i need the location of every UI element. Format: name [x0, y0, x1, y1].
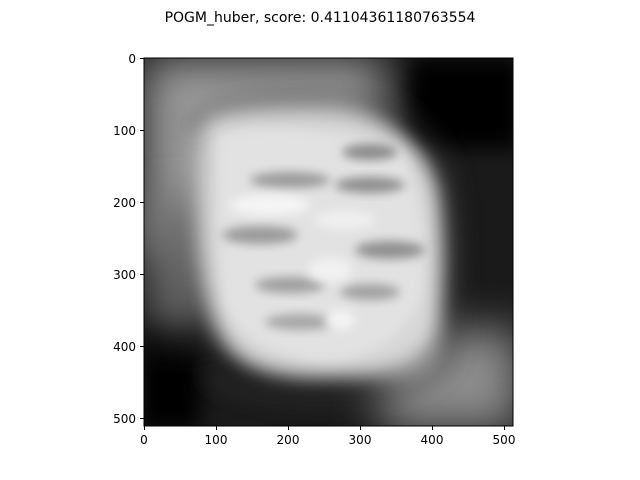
- y-tick-label: 300: [113, 268, 136, 282]
- y-tick-label: 100: [113, 124, 136, 138]
- y-tick-label: 400: [113, 340, 136, 354]
- x-tick-label: 500: [493, 433, 516, 447]
- y-tick-label: 0: [128, 52, 136, 66]
- y-tick-label: 500: [113, 412, 136, 426]
- figure-title: POGM_huber, score: 0.41104361180763554: [165, 10, 476, 26]
- x-axis: 0 100 200 300 400 500: [140, 426, 515, 447]
- x-tick-label: 0: [140, 433, 148, 447]
- x-tick-label: 200: [277, 433, 300, 447]
- x-tick-label: 100: [205, 433, 228, 447]
- x-tick-label: 400: [421, 433, 444, 447]
- image-plot: [144, 58, 513, 426]
- x-tick-label: 300: [349, 433, 372, 447]
- y-tick-label: 200: [113, 196, 136, 210]
- y-axis: 0 100 200 300 400 500: [113, 52, 144, 426]
- axes-frame: [143, 57, 514, 427]
